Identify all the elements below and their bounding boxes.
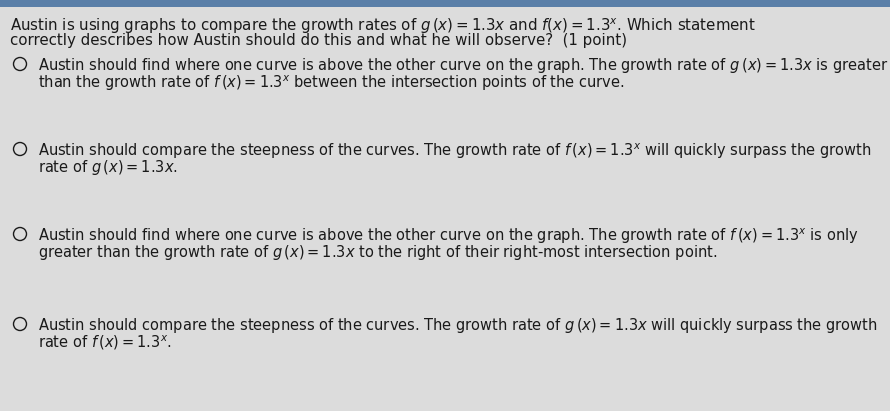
Text: Austin should find where one curve is above the other curve on the graph. The gr: Austin should find where one curve is ab… xyxy=(38,226,859,246)
Text: Austin should compare the steepness of the curves. The growth rate of $g\,(x)=1.: Austin should compare the steepness of t… xyxy=(38,316,878,335)
Text: Austin is using graphs to compare the growth rates of $g\,(x)=1.3x$ and $f(x)=1.: Austin is using graphs to compare the gr… xyxy=(10,16,756,36)
Text: correctly describes how Austin should do this and what he will observe?  (1 poin: correctly describes how Austin should do… xyxy=(10,33,627,48)
Text: rate of $g\,(x)=1.3x$.: rate of $g\,(x)=1.3x$. xyxy=(38,158,178,177)
Text: rate of $f\,(x)=1.3^{x}$.: rate of $f\,(x)=1.3^{x}$. xyxy=(38,333,172,351)
Text: Austin should find where one curve is above the other curve on the graph. The gr: Austin should find where one curve is ab… xyxy=(38,56,888,75)
Text: than the growth rate of $f\,(x)=1.3^{x}$ between the intersection points of the : than the growth rate of $f\,(x)=1.3^{x}$… xyxy=(38,73,625,92)
Text: greater than the growth rate of $g\,(x)=1.3x$ to the right of their right-most i: greater than the growth rate of $g\,(x)=… xyxy=(38,243,717,262)
Bar xyxy=(0,0,890,7)
Text: Austin should compare the steepness of the curves. The growth rate of $f\,(x)=1.: Austin should compare the steepness of t… xyxy=(38,141,871,161)
